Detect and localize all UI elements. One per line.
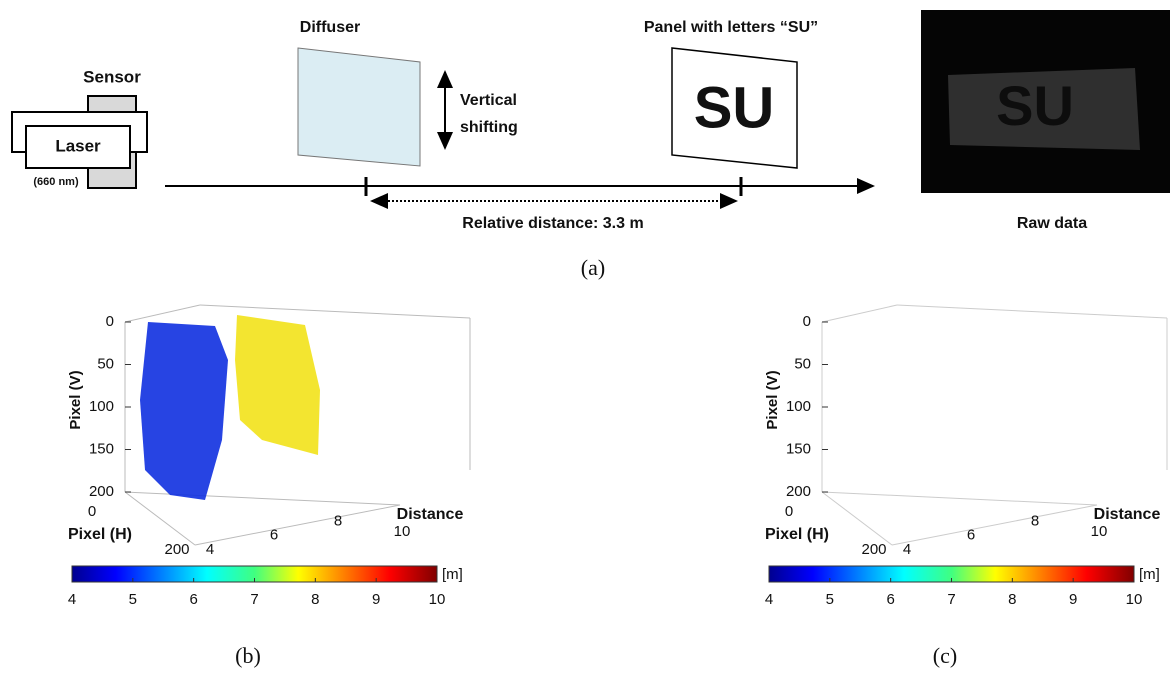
colorbar-tick-label: 10 [1126,591,1143,608]
y-tick-label: 150 [786,440,811,457]
y-tick-label: 50 [97,355,114,372]
axis-line [124,304,201,323]
x-tick-label: 0 [785,503,793,520]
axis-line [124,491,401,506]
y-tick-label: 150 [89,440,114,457]
colorbar-tick-label: 7 [947,591,955,608]
colorbar-tick-label: 9 [1069,591,1077,608]
colorbar-tick-label: 10 [429,591,446,608]
caption: (a) [581,255,605,280]
panel-label: Panel with letters “SU” [644,19,818,36]
raw-panel [948,68,1140,150]
raw-label: Raw data [1017,215,1087,232]
axis-line [124,491,196,546]
diffuser [297,47,421,167]
x-tick-label: 0 [88,503,96,520]
axis-line [821,491,1098,506]
z-tick-label: 6 [270,527,278,544]
axis-line [194,504,401,546]
y-tick-label: 50 [794,355,811,372]
caption: (b) [235,643,261,668]
colorbar-tick-label: 7 [250,591,258,608]
shift-label: shifting [460,119,518,136]
y-tick-label: 0 [106,313,114,330]
z-axis-label: Distance [1094,506,1161,523]
y-axis-label: Pixel (V) [764,370,781,429]
axis-line [199,304,471,319]
y-tick-label: 200 [89,483,114,500]
colorbar-unit: [m] [442,566,463,583]
panel [671,47,798,169]
z-tick-label: 4 [206,541,214,558]
panel-letters: SU [694,75,775,140]
z-tick-label: 8 [1031,512,1039,529]
colorbar-unit: [m] [1139,566,1160,583]
colorbar-tick-label: 5 [129,591,137,608]
sensor-label: Sensor [83,67,141,86]
x-tick-label: 200 [164,541,189,558]
colorbar-tick-label: 9 [372,591,380,608]
diffuser-label: Diffuser [300,19,360,36]
laser-box [25,125,131,169]
colorbar-tick-label: 6 [886,591,894,608]
laser-label: Laser [55,136,101,155]
colorbar-tick-label: 6 [189,591,197,608]
y-axis-label: Pixel (V) [67,370,84,429]
x-tick-label: 200 [861,541,886,558]
shift-label: Vertical [460,92,517,109]
axis-line [891,504,1098,546]
raw-letters: SU [996,74,1074,137]
x-axis-label: Pixel (H) [765,526,829,543]
x-axis-label: Pixel (H) [68,526,132,543]
colorbar-tick-label: 8 [1008,591,1016,608]
colorbar-tick-label: 4 [68,591,76,608]
colorbar-tick-label: 4 [765,591,773,608]
z-axis-label: Distance [397,506,464,523]
z-tick-label: 8 [334,512,342,529]
colorbar-tick-label: 5 [826,591,834,608]
z-tick-label: 6 [967,527,975,544]
axis-line [821,304,898,323]
axis-line [821,491,893,546]
z-tick-label: 10 [1091,523,1108,540]
axis-line [896,304,1168,319]
z-tick-label: 10 [394,523,411,540]
point-cloud [140,322,228,500]
y-tick-label: 100 [89,398,114,415]
y-tick-label: 0 [803,313,811,330]
caption: (c) [933,643,957,668]
point-cloud [235,315,320,455]
z-tick-label: 4 [903,541,911,558]
wavelength-label: (660 nm) [33,176,79,188]
colorbar-tick-label: 8 [311,591,319,608]
distance-label: Relative distance: 3.3 m [462,215,643,232]
y-tick-label: 100 [786,398,811,415]
y-tick-label: 200 [786,483,811,500]
